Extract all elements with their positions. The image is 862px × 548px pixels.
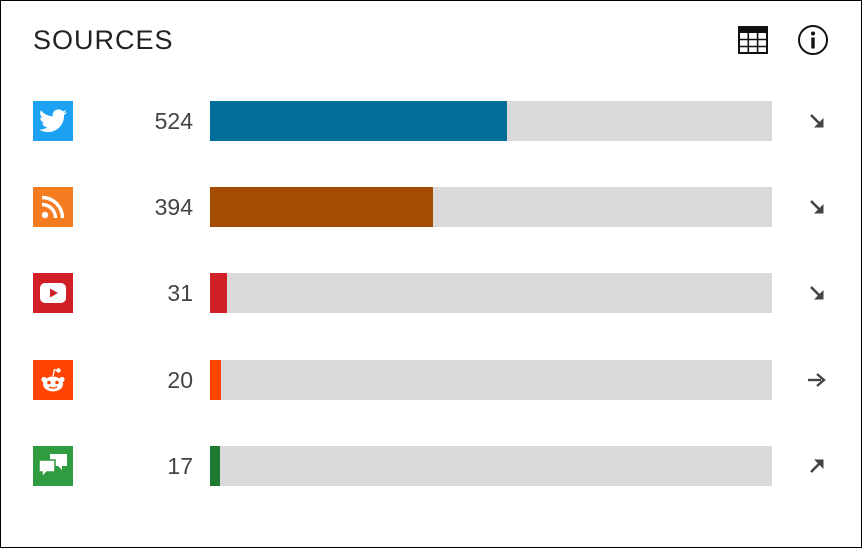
reddit-icon <box>33 360 73 400</box>
source-row[interactable]: 394 <box>1 187 861 227</box>
source-bar-fill <box>210 101 507 141</box>
source-count: 20 <box>167 367 193 393</box>
right-arrow-icon <box>805 368 829 392</box>
source-row[interactable]: 17 <box>1 446 861 486</box>
down-right-arrow-icon <box>805 109 829 133</box>
down-right-arrow-icon <box>805 195 829 219</box>
source-bar-track <box>210 360 772 400</box>
source-bar-track <box>210 273 772 313</box>
info-button[interactable] <box>796 23 830 57</box>
source-row[interactable]: 31 <box>1 273 861 313</box>
source-bar-track <box>210 101 772 141</box>
table-icon <box>738 26 768 54</box>
source-bar-fill <box>210 187 433 227</box>
source-count: 524 <box>154 108 193 134</box>
source-count: 17 <box>167 453 193 479</box>
source-count: 31 <box>167 280 193 306</box>
up-right-arrow-icon <box>805 454 829 478</box>
down-right-arrow-icon <box>805 281 829 305</box>
source-bar-fill <box>210 446 220 486</box>
info-icon <box>798 25 828 55</box>
panel-title: SOURCES <box>33 25 174 55</box>
rss-icon <box>33 187 73 227</box>
source-row[interactable]: 20 <box>1 360 861 400</box>
youtube-icon <box>33 273 73 313</box>
source-bar-fill <box>210 273 227 313</box>
twitter-icon <box>33 101 73 141</box>
source-bar-track <box>210 187 772 227</box>
source-count: 394 <box>154 194 193 220</box>
table-view-button[interactable] <box>736 23 770 57</box>
forum-icon <box>33 446 73 486</box>
source-row[interactable]: 524 <box>1 101 861 141</box>
source-bar-track <box>210 446 772 486</box>
source-bar-fill <box>210 360 221 400</box>
